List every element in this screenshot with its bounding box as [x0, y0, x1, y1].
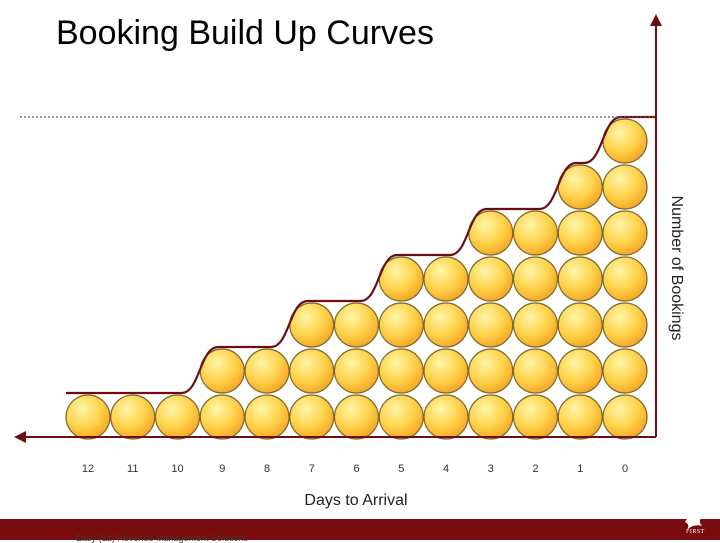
- booking-bubble: [557, 394, 603, 440]
- booking-bubble: [423, 256, 469, 302]
- booking-bubble: [333, 302, 380, 348]
- booking-bubble: [423, 394, 469, 440]
- booking-bubble: [199, 394, 245, 440]
- x-axis-label: Days to Arrival: [304, 492, 407, 509]
- booking-bubble: [333, 394, 380, 440]
- booking-bubble: [512, 256, 559, 302]
- booking-bubble: [468, 302, 514, 348]
- logo-text: FIRST: [686, 529, 705, 535]
- booking-bubble: [557, 348, 603, 394]
- booking-bubble: [289, 348, 335, 394]
- x-tick-label: 7: [309, 463, 315, 475]
- booking-bubble: [378, 394, 424, 440]
- x-tick-label: 3: [488, 463, 494, 475]
- booking-bubble: [423, 302, 469, 348]
- x-tick-label: 2: [532, 463, 538, 475]
- booking-bubble: [333, 348, 380, 394]
- booking-bubble: [468, 348, 514, 394]
- booking-bubble: [512, 394, 559, 440]
- booking-bubble: [602, 256, 648, 302]
- booking-bubble: [602, 164, 648, 210]
- booking-bubble: [557, 210, 603, 256]
- booking-bubble: [602, 210, 648, 256]
- x-tick-label: 10: [171, 463, 183, 475]
- booking-bubble: [244, 394, 290, 440]
- booking-bubble: [154, 394, 201, 440]
- booking-bubble: [244, 348, 290, 394]
- footer-bar: Easy (Ez) Revenue Management Solutions: [0, 519, 720, 543]
- x-tick-label: 8: [264, 463, 270, 475]
- x-tick-label: 4: [443, 463, 449, 475]
- booking-bubble: [468, 394, 514, 440]
- y-axis-label: Number of Bookings: [668, 196, 685, 341]
- booking-bubble: [378, 302, 424, 348]
- x-tick-label: 11: [127, 463, 138, 475]
- booking-bubble: [602, 394, 648, 440]
- chart-title: Booking Build Up Curves: [56, 14, 434, 52]
- x-tick-label: 12: [82, 463, 94, 475]
- x-tick-label: 1: [577, 463, 583, 475]
- booking-bubble: [602, 348, 648, 394]
- booking-bubble: [423, 348, 469, 394]
- x-tick-label: 0: [622, 463, 628, 475]
- booking-bubble: [512, 210, 559, 256]
- booking-curve: [66, 115, 656, 395]
- booking-bubble: [110, 394, 156, 440]
- booking-bubble: [512, 302, 559, 348]
- booking-bubble: [468, 256, 514, 302]
- booking-bubble: [557, 302, 603, 348]
- company-logo: [685, 514, 704, 530]
- x-tick-label: 9: [219, 463, 225, 475]
- x-tick-label: 5: [398, 463, 404, 475]
- booking-bubble: [512, 348, 559, 394]
- booking-bubble: [65, 394, 111, 440]
- x-tick-label: 6: [353, 463, 359, 475]
- footer-text: Easy (Ez) Revenue Management Solutions: [76, 533, 249, 543]
- booking-bubble: [602, 302, 648, 348]
- booking-bubble: [289, 394, 335, 440]
- booking-bubble: [378, 348, 424, 394]
- booking-bubble: [557, 256, 603, 302]
